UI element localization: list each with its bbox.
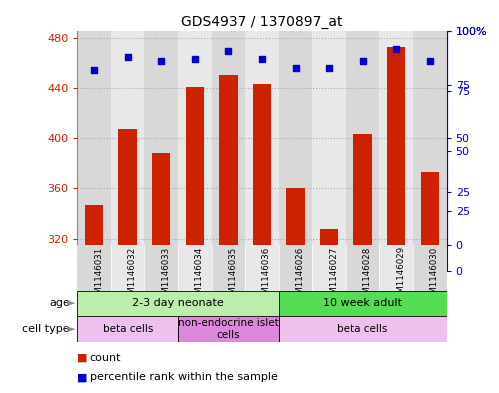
Bar — [279, 31, 312, 245]
Bar — [312, 245, 346, 291]
Text: GSM1146027: GSM1146027 — [329, 246, 338, 305]
Point — [392, 48, 400, 54]
Text: beta cells: beta cells — [102, 324, 153, 334]
Bar — [219, 75, 238, 245]
Bar — [118, 129, 137, 245]
Point — [90, 67, 98, 73]
Text: 10 week adult: 10 week adult — [323, 298, 402, 309]
Text: GSM1146034: GSM1146034 — [195, 246, 204, 305]
Bar — [279, 316, 447, 342]
Text: ■: ■ — [77, 372, 88, 382]
Bar — [178, 31, 212, 245]
Bar — [77, 31, 111, 245]
Text: GSM1146033: GSM1146033 — [161, 246, 170, 305]
Point — [359, 58, 367, 64]
Text: GSM1146030: GSM1146030 — [430, 246, 439, 305]
Point — [258, 59, 266, 66]
Point — [426, 58, 434, 64]
Bar — [312, 31, 346, 245]
Point — [291, 69, 299, 75]
Bar — [186, 87, 204, 245]
Text: ►: ► — [67, 324, 75, 334]
Point — [225, 50, 233, 56]
Bar — [245, 245, 279, 291]
Text: non-endocrine islet
cells: non-endocrine islet cells — [178, 318, 279, 340]
Point — [124, 54, 132, 60]
Text: GSM1146032: GSM1146032 — [128, 246, 137, 305]
Bar — [212, 245, 245, 291]
Bar — [279, 291, 447, 316]
Text: beta cells: beta cells — [337, 324, 388, 334]
Bar — [346, 31, 379, 245]
Bar — [279, 245, 312, 291]
Point — [157, 62, 165, 68]
Text: GSM1146026: GSM1146026 — [295, 246, 304, 305]
Bar — [245, 31, 279, 245]
Bar — [77, 245, 111, 291]
Text: GSM1146029: GSM1146029 — [396, 246, 405, 305]
Bar — [145, 31, 178, 245]
Point — [225, 48, 233, 54]
Bar — [212, 31, 245, 245]
Point — [258, 56, 266, 62]
Bar — [85, 205, 103, 245]
Text: age: age — [49, 298, 70, 309]
Text: cell type: cell type — [22, 324, 70, 334]
Bar — [178, 316, 279, 342]
Bar — [413, 245, 447, 291]
Bar — [320, 229, 338, 245]
Text: GSM1146036: GSM1146036 — [262, 246, 271, 305]
Bar — [387, 46, 406, 245]
Bar — [178, 245, 212, 291]
Point — [392, 45, 400, 51]
Text: count: count — [90, 353, 121, 363]
Title: GDS4937 / 1370897_at: GDS4937 / 1370897_at — [181, 15, 343, 29]
Point — [191, 56, 199, 62]
Bar — [77, 316, 178, 342]
Bar — [111, 245, 145, 291]
Text: GSM1146035: GSM1146035 — [229, 246, 238, 305]
Bar — [346, 245, 379, 291]
Bar — [111, 31, 145, 245]
Bar — [379, 31, 413, 245]
Bar — [379, 245, 413, 291]
Point — [124, 57, 132, 63]
Bar — [252, 84, 271, 245]
Text: GSM1146031: GSM1146031 — [94, 246, 103, 305]
Point — [90, 72, 98, 78]
Text: ►: ► — [67, 298, 75, 309]
Point — [291, 64, 299, 71]
Point — [426, 62, 434, 68]
Bar — [413, 31, 447, 245]
Bar — [77, 291, 279, 316]
Bar — [421, 172, 439, 245]
Point — [325, 64, 333, 71]
Point — [325, 69, 333, 75]
Point — [157, 58, 165, 64]
Text: 2-3 day neonate: 2-3 day neonate — [132, 298, 224, 309]
Point — [191, 59, 199, 66]
Text: GSM1146028: GSM1146028 — [363, 246, 372, 305]
Text: ■: ■ — [77, 353, 88, 363]
Bar — [145, 245, 178, 291]
Point — [359, 62, 367, 68]
Bar — [353, 134, 372, 245]
Text: percentile rank within the sample: percentile rank within the sample — [90, 372, 278, 382]
Bar — [286, 188, 305, 245]
Bar — [152, 153, 171, 245]
